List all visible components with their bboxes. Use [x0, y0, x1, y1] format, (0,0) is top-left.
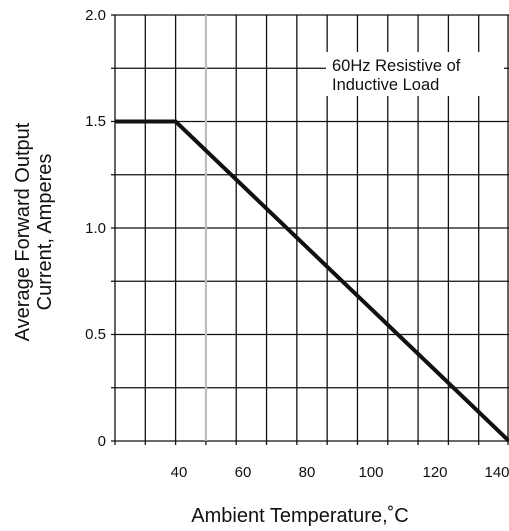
series [115, 119, 509, 443]
y-tick-label: 0 [98, 433, 106, 450]
y-axis-label-line-1: Average Forward Output [12, 122, 34, 341]
x-tick-label: 40 [171, 464, 188, 481]
y-tick-label: 2.0 [85, 7, 106, 24]
x-tick-label: 120 [422, 464, 447, 481]
x-tick-labels: 40 60 80 100 120 140 [171, 464, 509, 481]
x-tick-label: 80 [299, 464, 316, 481]
y-tick-label: 1.0 [85, 220, 106, 237]
x-axis-label: Ambient Temperature,˚C [191, 505, 409, 527]
y-tick-labels: 2.0 1.5 1.0 0.5 0 [85, 7, 106, 450]
series-line [115, 119, 509, 443]
x-tick-label: 60 [235, 464, 252, 481]
x-tick-label: 100 [358, 464, 383, 481]
y-tick-label: 0.5 [85, 326, 106, 343]
annotation-box: 60Hz Resistive of Inductive Load [326, 52, 504, 96]
y-axis-label-line-2: Current, Amperes [34, 154, 56, 311]
y-tick-label: 1.5 [85, 113, 106, 130]
annotation-line-1: 60Hz Resistive of [332, 57, 461, 75]
annotation-line-2: Inductive Load [332, 76, 439, 94]
annotation-background [326, 52, 504, 96]
x-tick-label: 140 [484, 464, 509, 481]
